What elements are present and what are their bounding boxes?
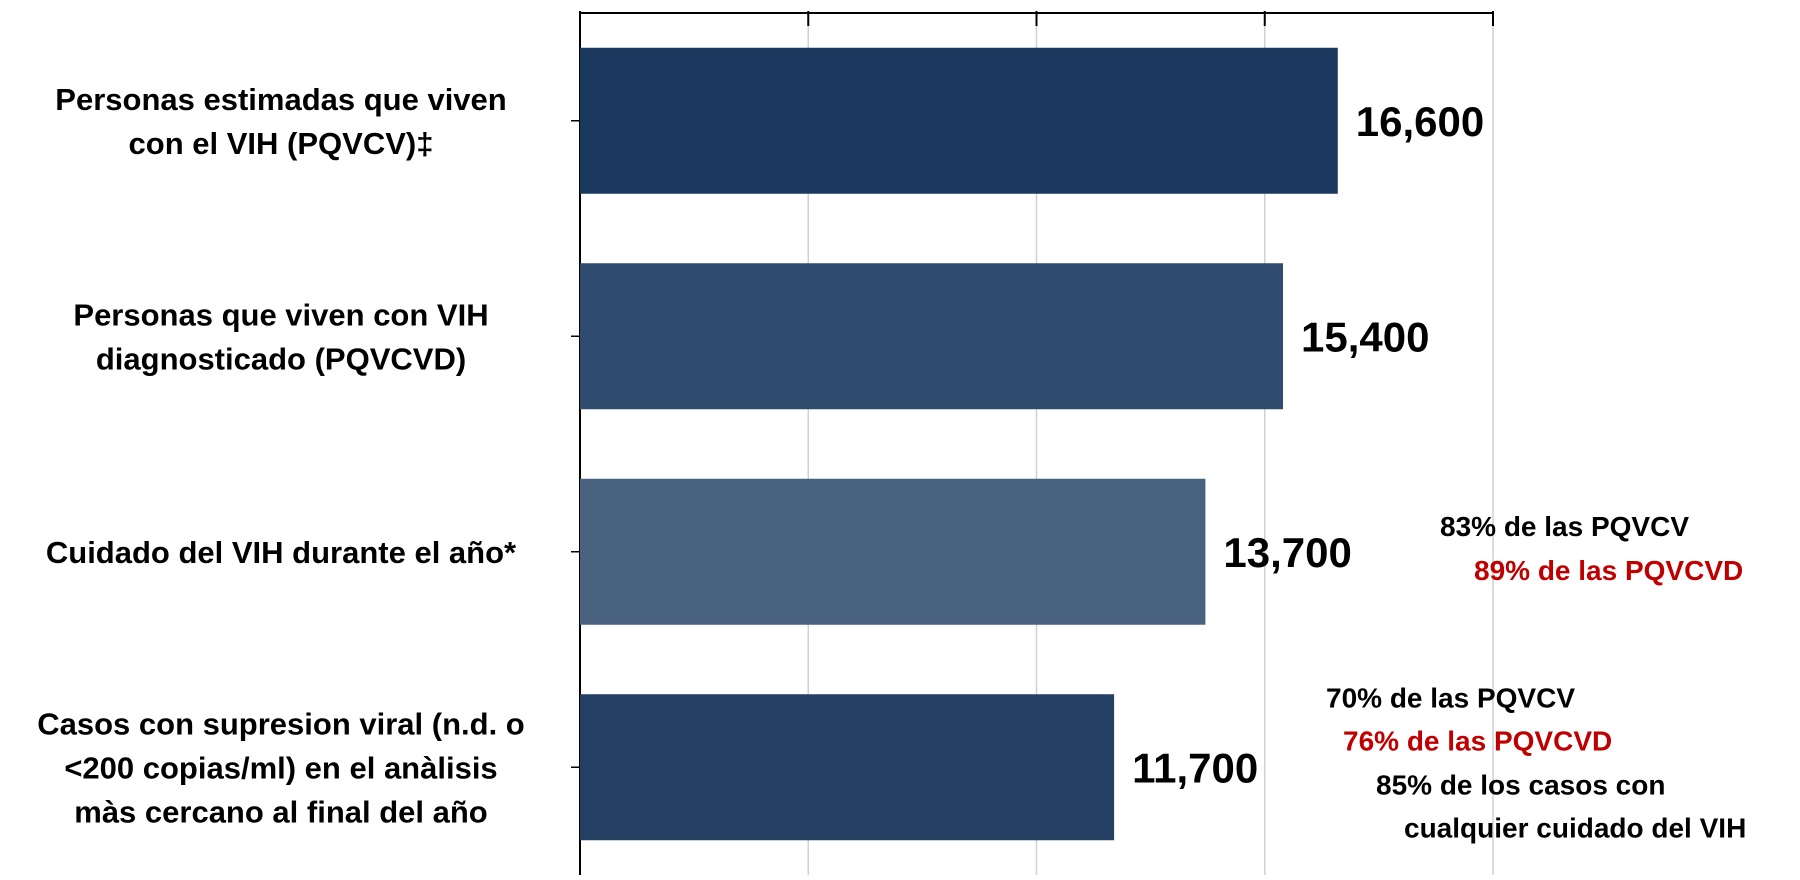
bar — [580, 478, 1206, 625]
bar — [580, 694, 1115, 841]
value-label: 15,400 — [1301, 313, 1429, 360]
bars — [580, 47, 1338, 841]
category-label: Casos con supresion viral (n.d. o <200 co… — [37, 706, 525, 829]
bar — [580, 47, 1338, 194]
value-label: 11,700 — [1132, 744, 1258, 791]
category-label: Cuidado del VIH durante el año* — [46, 535, 517, 570]
value-label: 13,700 — [1223, 529, 1351, 576]
annotation: 70% de las PQVCV 76% de las PQVCVD 85% de … — [1326, 682, 1746, 843]
category-label: Personas que viven con VIH diagnosticado … — [73, 297, 488, 376]
bar — [580, 263, 1284, 410]
annotation: 83% de las PQVCV 89% de las PQVCVD — [1440, 511, 1743, 586]
annotations: 83% de las PQVCV 89% de las PQVCVD 70% de … — [1326, 511, 1746, 844]
category-labels: Personas estimadas que viven con el VIH (… — [37, 82, 525, 830]
category-label: Personas estimadas que viven con el VIH (… — [55, 82, 506, 161]
value-label: 16,600 — [1356, 98, 1484, 145]
value-labels: 16,600 15,400 13,700 11,700 — [1132, 98, 1484, 792]
